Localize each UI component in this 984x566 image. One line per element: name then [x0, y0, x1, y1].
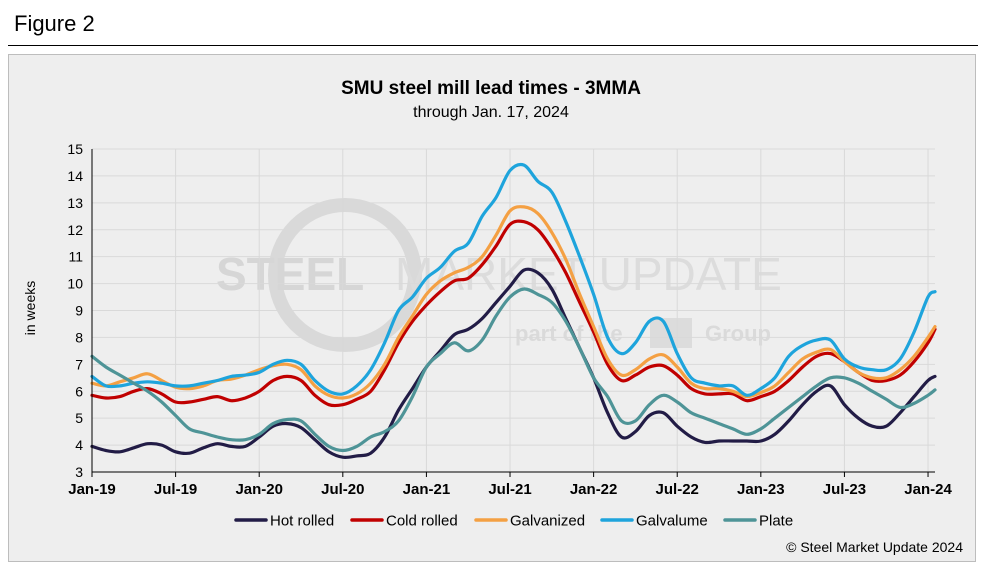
series-line-galvanized — [90, 205, 937, 400]
axes: 3 4 5 6 7 8 9 10 11 12 13 14 15 Jan-19 Jul-19 Jan-20 Jul… — [67, 141, 952, 498]
chart-subtitle: through Jan. 17, 2024 — [413, 104, 569, 121]
series-line-cold-rolled — [90, 219, 937, 408]
x-tick-label: Jul-23 — [823, 481, 866, 498]
y-tick-label: 11 — [68, 249, 83, 265]
legend-label-galvanized: Galvanized — [510, 513, 585, 530]
watermark-steel-text: STEEL — [216, 248, 364, 300]
x-tick-label: Jan-19 — [68, 481, 116, 498]
legend-label-galvalume: Galvalume — [636, 513, 708, 530]
copyright-text: © Steel Market Update 2024 — [786, 539, 963, 555]
legend-label-cold-rolled: Cold rolled — [386, 513, 458, 530]
x-tick-label: Jul-22 — [656, 481, 699, 498]
chart-title: SMU steel mill lead times - 3MMA — [341, 78, 641, 99]
y-tick-label: 4 — [75, 437, 83, 453]
x-tick-label: Jan-23 — [737, 481, 785, 498]
y-tick-label: 3 — [75, 464, 83, 480]
x-tick-label: Jan-24 — [904, 481, 952, 498]
y-axis-label: in weeks — [22, 281, 38, 335]
series-line-plate — [90, 287, 937, 453]
y-tick-label: 7 — [75, 356, 83, 372]
legend: Hot rolled Cold rolled Galvanized Galvalume… — [234, 513, 793, 530]
series-lines — [90, 162, 937, 459]
y-tick-label: 9 — [75, 303, 83, 319]
gridlines — [92, 148, 935, 472]
x-tick-label: Jul-19 — [154, 481, 197, 498]
figure-label: Figure 2 — [14, 11, 95, 36]
x-tick-label: Jan-21 — [403, 481, 451, 498]
x-tick-label: Jan-20 — [235, 481, 283, 498]
y-tick-label: 15 — [67, 141, 83, 157]
x-tick-label: Jan-22 — [570, 481, 618, 498]
y-tick-label: 8 — [75, 329, 83, 345]
y-tick-label: 14 — [67, 168, 83, 184]
y-tick-label: 5 — [75, 410, 83, 426]
watermark-group-logo — [650, 318, 692, 348]
legend-label-hot-rolled: Hot rolled — [270, 513, 334, 530]
x-tick-label: Jul-21 — [488, 481, 531, 498]
legend-label-plate: Plate — [759, 513, 793, 530]
series-line-hot-rolled — [90, 267, 937, 459]
y-tick-label: 12 — [67, 222, 83, 238]
y-tick-label: 10 — [67, 276, 83, 292]
y-tick-label: 13 — [67, 195, 83, 211]
x-tick-label: Jul-20 — [321, 481, 364, 498]
y-tick-label: 6 — [75, 383, 83, 399]
watermark-logo-ring — [268, 198, 422, 352]
watermark: STEEL MARKET UPDATE part of the Group — [216, 198, 782, 352]
header-divider — [8, 45, 978, 46]
watermark-group-text: Group — [705, 321, 771, 346]
series-line-galvalume — [90, 162, 937, 397]
